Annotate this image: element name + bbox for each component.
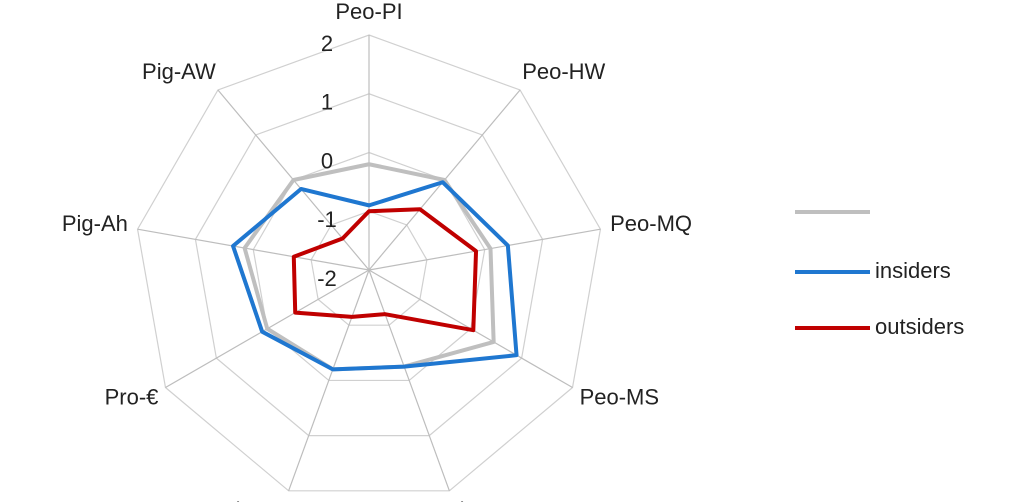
category-label: Pla-GD [221, 497, 293, 502]
grid-ring [194, 93, 544, 437]
axis-spoke [368, 228, 601, 271]
series-line [291, 207, 479, 333]
category-label: Peo-MS [580, 384, 659, 409]
tick-label: 2 [321, 31, 333, 56]
tick-label: -1 [317, 207, 337, 232]
category-label: Peo-HW [522, 59, 605, 84]
axis-spoke [137, 228, 370, 271]
axis-spoke [288, 269, 370, 492]
category-label: Pro-€ [105, 384, 159, 409]
grid-ring [252, 151, 486, 382]
grid-ring [136, 34, 602, 492]
series-line [231, 180, 519, 372]
category-label: Pig-Ah [62, 211, 128, 236]
tick-label: -2 [317, 266, 337, 291]
tick-label: 0 [321, 148, 333, 173]
category-label: Pla-ENV [445, 497, 530, 502]
category-label: Pig-AW [142, 59, 216, 84]
tick-label: 1 [321, 90, 333, 115]
legend-label: insiders [875, 258, 951, 283]
axis-spoke [368, 269, 450, 492]
grid-ring [310, 210, 428, 326]
category-label: Peo-MQ [610, 211, 692, 236]
category-label: Peo-PI [335, 0, 402, 24]
legend-label: outsiders [875, 314, 964, 339]
